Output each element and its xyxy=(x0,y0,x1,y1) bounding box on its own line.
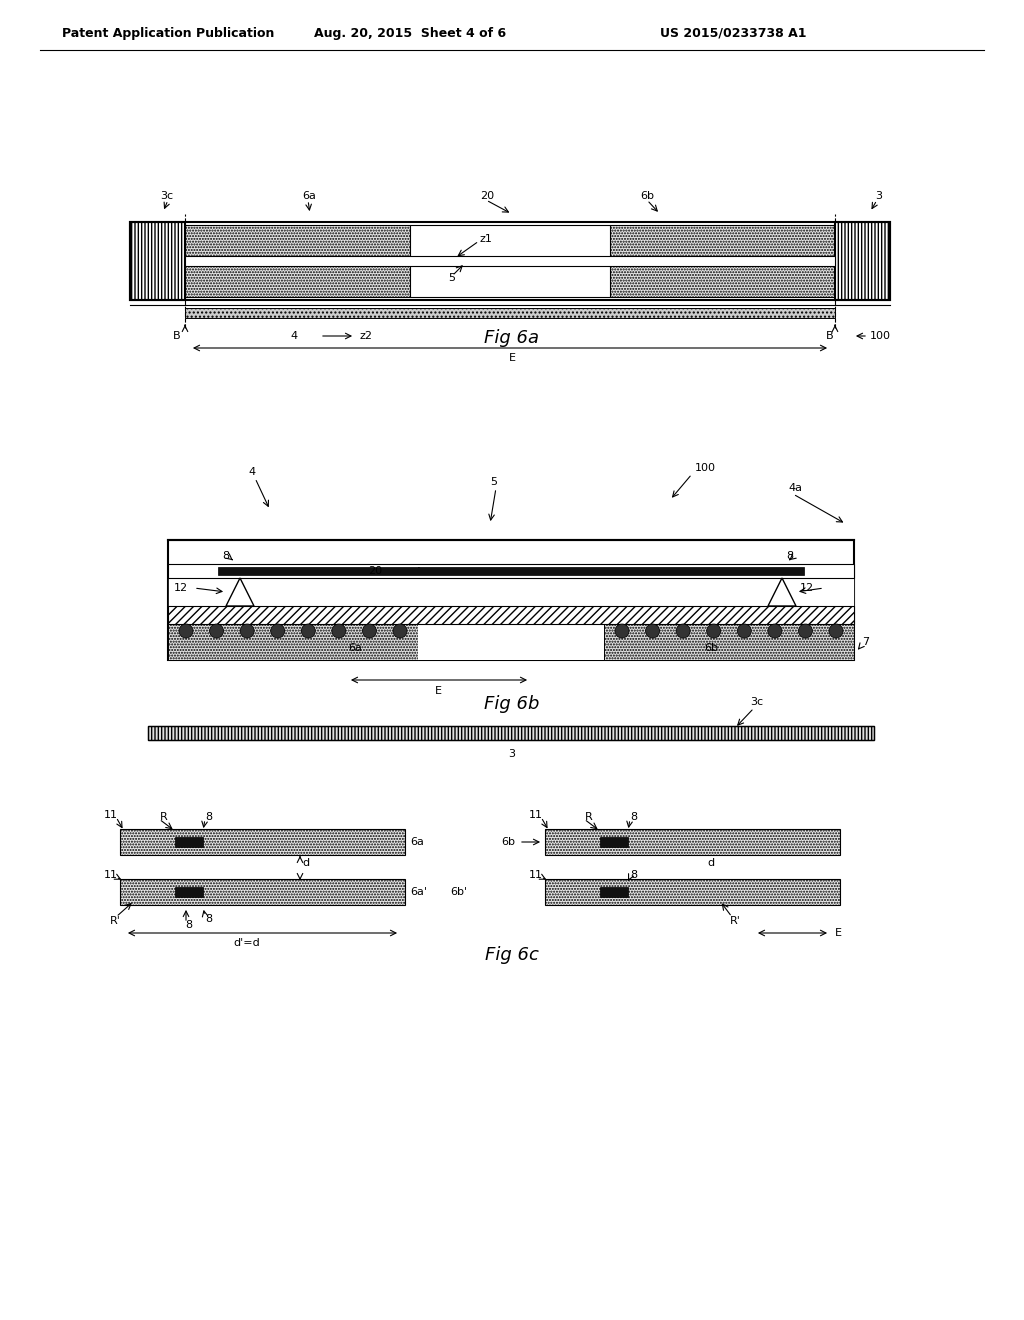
Text: 6a: 6a xyxy=(410,837,424,847)
Text: 3c: 3c xyxy=(750,697,763,708)
Text: Patent Application Publication: Patent Application Publication xyxy=(62,26,274,40)
Bar xyxy=(148,726,874,741)
Text: Aug. 20, 2015  Sheet 4 of 6: Aug. 20, 2015 Sheet 4 of 6 xyxy=(314,26,506,40)
Text: 20: 20 xyxy=(480,191,495,201)
Text: 6a': 6a' xyxy=(410,887,427,898)
Circle shape xyxy=(270,624,285,638)
Bar xyxy=(130,222,185,300)
Text: 3: 3 xyxy=(874,191,882,201)
Circle shape xyxy=(332,624,346,638)
Text: 6b: 6b xyxy=(640,191,654,201)
Text: 4: 4 xyxy=(291,331,298,341)
Text: 5: 5 xyxy=(449,273,455,282)
Text: 100: 100 xyxy=(870,331,891,341)
Text: 12: 12 xyxy=(174,583,188,593)
Text: 11: 11 xyxy=(529,810,543,820)
Circle shape xyxy=(179,624,193,638)
Bar xyxy=(120,829,406,855)
Bar xyxy=(185,224,410,297)
Text: d: d xyxy=(707,858,714,869)
Circle shape xyxy=(301,624,315,638)
Circle shape xyxy=(615,624,629,638)
Text: Fig 6a: Fig 6a xyxy=(484,329,540,347)
Bar xyxy=(168,606,854,624)
Bar xyxy=(218,568,804,576)
Text: Fig 6c: Fig 6c xyxy=(485,946,539,964)
Text: 11: 11 xyxy=(529,870,543,880)
Bar xyxy=(418,624,604,660)
Bar xyxy=(168,564,854,578)
Text: 8: 8 xyxy=(630,870,637,880)
Bar xyxy=(835,222,890,300)
Bar xyxy=(600,837,628,847)
Text: E: E xyxy=(509,352,515,363)
Text: 100: 100 xyxy=(695,463,716,473)
Text: 3: 3 xyxy=(509,748,515,759)
Polygon shape xyxy=(768,578,796,606)
Circle shape xyxy=(829,624,843,638)
Bar xyxy=(185,308,835,318)
Circle shape xyxy=(737,624,752,638)
Bar xyxy=(130,222,890,300)
Text: 11: 11 xyxy=(104,810,118,820)
Text: 8: 8 xyxy=(630,812,637,822)
Circle shape xyxy=(676,624,690,638)
Bar xyxy=(545,879,840,906)
Text: R: R xyxy=(160,812,168,822)
Bar xyxy=(175,887,203,898)
Text: 8: 8 xyxy=(205,812,212,822)
Text: 6b': 6b' xyxy=(450,887,467,898)
Circle shape xyxy=(210,624,223,638)
Circle shape xyxy=(393,624,407,638)
Text: E: E xyxy=(835,928,842,939)
Text: 7: 7 xyxy=(862,638,869,647)
Text: 3c: 3c xyxy=(160,191,173,201)
Text: 6b: 6b xyxy=(501,837,515,847)
Circle shape xyxy=(707,624,721,638)
Circle shape xyxy=(645,624,659,638)
Text: 6a: 6a xyxy=(302,191,315,201)
Text: 11: 11 xyxy=(104,870,118,880)
Bar xyxy=(175,837,203,847)
Text: 5: 5 xyxy=(490,477,497,487)
Text: R': R' xyxy=(110,916,121,927)
Bar xyxy=(410,224,610,297)
Text: 12: 12 xyxy=(800,583,814,593)
Text: 8: 8 xyxy=(185,920,193,931)
Bar xyxy=(610,224,835,297)
Text: 8: 8 xyxy=(786,550,794,561)
Text: 20: 20 xyxy=(368,566,382,576)
Text: B: B xyxy=(826,331,834,341)
Bar xyxy=(604,624,854,660)
Text: z2: z2 xyxy=(360,331,373,341)
Bar xyxy=(168,540,854,660)
Bar xyxy=(168,578,854,606)
Text: 8: 8 xyxy=(205,913,212,924)
Bar xyxy=(185,256,835,267)
Text: 4a: 4a xyxy=(788,483,802,492)
Text: B: B xyxy=(173,331,181,341)
Bar xyxy=(168,624,418,660)
Text: d'=d: d'=d xyxy=(233,939,260,948)
Text: E: E xyxy=(434,686,441,696)
Text: 6b: 6b xyxy=(705,643,718,653)
Text: US 2015/0233738 A1: US 2015/0233738 A1 xyxy=(660,26,807,40)
Circle shape xyxy=(241,624,254,638)
Text: Fig 6b: Fig 6b xyxy=(484,696,540,713)
Text: 4: 4 xyxy=(248,467,255,477)
Text: 8: 8 xyxy=(222,550,229,561)
Bar xyxy=(120,879,406,906)
Text: d: d xyxy=(302,858,309,869)
Text: R': R' xyxy=(730,916,741,927)
Circle shape xyxy=(799,624,812,638)
Polygon shape xyxy=(226,578,254,606)
Text: z1: z1 xyxy=(480,234,493,244)
Bar xyxy=(148,726,874,741)
Text: 6a: 6a xyxy=(348,643,361,653)
Bar xyxy=(545,829,840,855)
Circle shape xyxy=(362,624,377,638)
Bar xyxy=(600,887,628,898)
Text: R: R xyxy=(585,812,593,822)
Circle shape xyxy=(768,624,782,638)
